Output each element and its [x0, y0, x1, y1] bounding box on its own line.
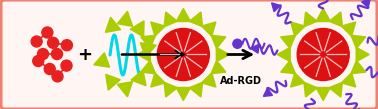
Polygon shape: [118, 82, 133, 97]
Text: Ad-RGD: Ad-RGD: [220, 76, 262, 86]
Polygon shape: [164, 12, 177, 27]
Polygon shape: [316, 88, 330, 100]
Polygon shape: [140, 43, 156, 57]
Polygon shape: [316, 9, 330, 21]
Circle shape: [52, 71, 63, 82]
Polygon shape: [189, 82, 203, 97]
Polygon shape: [137, 47, 150, 62]
Polygon shape: [201, 73, 216, 87]
Polygon shape: [151, 73, 165, 87]
Polygon shape: [277, 47, 290, 62]
Polygon shape: [131, 70, 146, 86]
Polygon shape: [94, 53, 110, 67]
Polygon shape: [263, 88, 273, 96]
Polygon shape: [118, 11, 133, 26]
Circle shape: [44, 64, 55, 75]
Polygon shape: [356, 47, 369, 62]
Polygon shape: [106, 74, 120, 90]
Circle shape: [297, 28, 349, 81]
Polygon shape: [211, 35, 226, 49]
Polygon shape: [251, 44, 259, 53]
Polygon shape: [141, 60, 156, 74]
Polygon shape: [281, 35, 296, 49]
Circle shape: [233, 39, 242, 48]
Polygon shape: [341, 22, 356, 36]
Polygon shape: [164, 82, 177, 97]
Polygon shape: [105, 17, 121, 32]
Polygon shape: [329, 12, 342, 27]
Circle shape: [157, 28, 209, 81]
Circle shape: [37, 49, 48, 60]
Circle shape: [31, 36, 42, 47]
Polygon shape: [201, 22, 216, 36]
Polygon shape: [341, 73, 356, 87]
Polygon shape: [291, 73, 305, 87]
Text: +: +: [77, 45, 93, 64]
Polygon shape: [351, 35, 366, 49]
Polygon shape: [304, 82, 317, 97]
Polygon shape: [130, 21, 144, 37]
Circle shape: [51, 49, 62, 60]
Polygon shape: [362, 0, 370, 8]
Polygon shape: [141, 35, 156, 49]
Polygon shape: [291, 22, 305, 36]
Circle shape: [48, 37, 59, 48]
Circle shape: [42, 27, 53, 38]
Polygon shape: [271, 3, 280, 12]
Polygon shape: [151, 22, 165, 36]
Polygon shape: [189, 12, 203, 27]
Polygon shape: [216, 47, 229, 62]
Circle shape: [61, 60, 72, 71]
Polygon shape: [329, 82, 342, 97]
Circle shape: [33, 55, 44, 66]
Polygon shape: [351, 60, 366, 74]
Polygon shape: [211, 60, 226, 74]
Polygon shape: [304, 12, 317, 27]
Polygon shape: [281, 60, 296, 74]
Circle shape: [61, 40, 73, 51]
Polygon shape: [176, 88, 191, 100]
Polygon shape: [176, 9, 191, 21]
